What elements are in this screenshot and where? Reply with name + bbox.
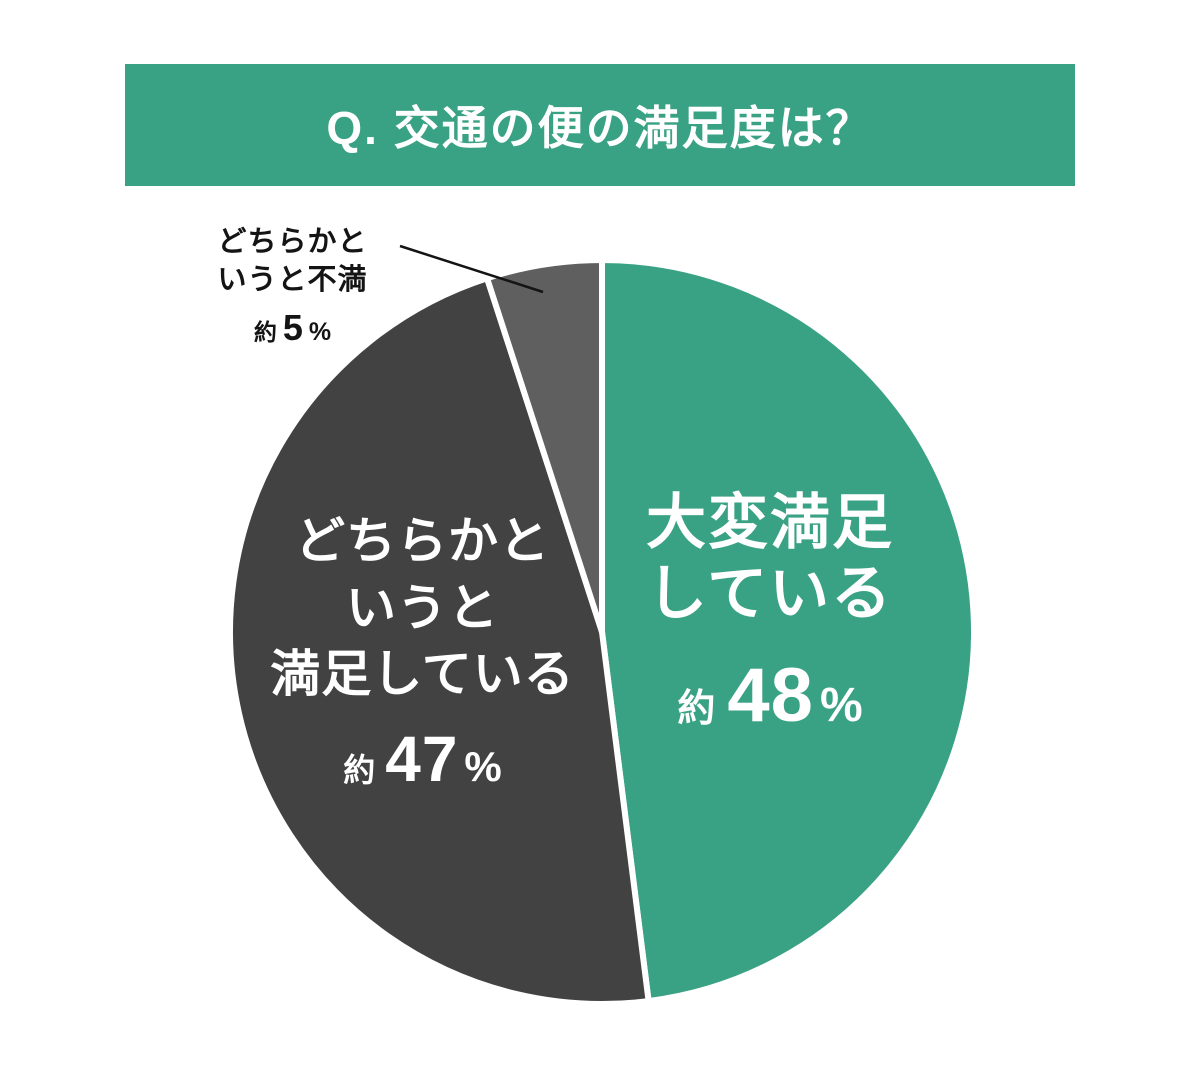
callout-leader-line [399, 244, 544, 294]
pie-slice-very-satisfied [599, 257, 977, 1005]
chart-title: Q. 交通の便の満足度は？ [326, 102, 874, 154]
pie-slice-somewhat-dissatisfied [484, 257, 605, 635]
title-banner: Q. 交通の便の満足度は？ [125, 64, 1075, 186]
